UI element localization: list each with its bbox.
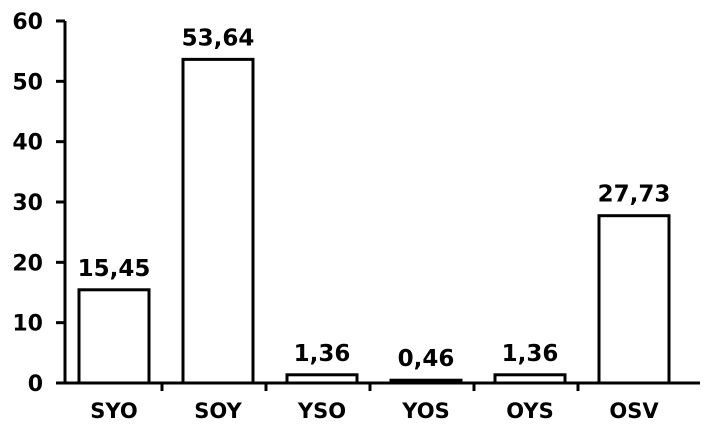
x-tick-label-osv: OSV <box>609 399 659 423</box>
data-label-oys: 1,36 <box>502 341 559 367</box>
x-tick-label-yos: YOS <box>401 399 449 423</box>
y-tick-label: 20 <box>12 251 43 276</box>
y-axis-ticks: 0 10 20 30 40 50 60 <box>12 10 65 397</box>
data-label-osv: 27,73 <box>598 182 671 208</box>
y-tick-label: 30 <box>12 191 43 216</box>
bar-yso <box>287 375 357 383</box>
y-tick-label: 60 <box>12 10 43 35</box>
bar-soy <box>183 59 253 383</box>
bar-osv <box>599 216 669 383</box>
x-tick-label-yso: YSO <box>297 399 346 423</box>
bar-yos <box>391 380 461 383</box>
x-tick-label-syo: SYO <box>90 399 137 423</box>
bar-syo <box>79 290 149 383</box>
y-tick-label: 50 <box>12 70 43 95</box>
data-label-syo: 15,45 <box>78 256 151 282</box>
bars <box>79 59 669 383</box>
data-labels: 15,45 53,64 1,36 0,46 1,36 27,73 <box>78 25 671 372</box>
x-axis-ticks: SYO SOY YSO YOS OYS OSV <box>90 383 659 423</box>
y-tick-label: 10 <box>12 312 43 337</box>
data-label-yso: 1,36 <box>294 341 351 367</box>
x-tick-label-soy: SOY <box>194 399 242 423</box>
y-tick-label: 40 <box>12 131 43 156</box>
data-label-soy: 53,64 <box>182 25 255 51</box>
x-tick-label-oys: OYS <box>506 399 553 423</box>
bar-oys <box>495 375 565 383</box>
data-label-yos: 0,46 <box>398 346 455 372</box>
y-tick-label: 0 <box>28 372 43 397</box>
